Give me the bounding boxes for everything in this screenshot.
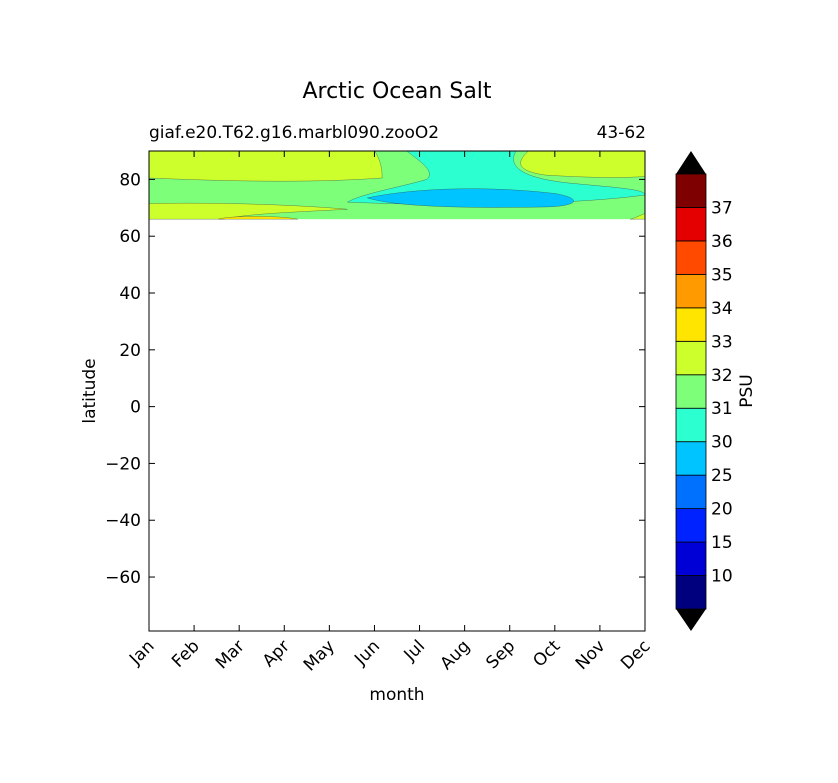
- colorbar-tick-label: 35: [711, 265, 733, 285]
- y-tick-label: 0: [130, 398, 141, 418]
- colorbar-tick-label: 31: [711, 399, 733, 419]
- colorbar-segment: [675, 273, 707, 309]
- colorbar-segment: [675, 407, 707, 443]
- y-tick-label: 80: [119, 170, 141, 190]
- x-tick-label: Sep: [482, 636, 519, 673]
- colorbar-segment: [675, 340, 707, 376]
- colorbar-segment: [675, 307, 707, 342]
- colorbar-tick-label: 32: [711, 366, 733, 386]
- colorbar-tick-label: 34: [711, 299, 733, 319]
- y-tick-label: −60: [105, 568, 141, 588]
- contour-band: [520, 150, 646, 178]
- y-tick-label: 60: [119, 227, 141, 247]
- colorbar-tick-label: 36: [711, 232, 733, 252]
- x-tick-label: Jan: [125, 636, 158, 669]
- x-tick-label: Nov: [572, 636, 610, 674]
- y-axis: 80 60 40 20 0 −20 −40 −60: [105, 170, 645, 588]
- colorbar-segment: [675, 374, 707, 409]
- y-tick-label: −20: [105, 454, 141, 474]
- x-tick-label: Apr: [259, 636, 294, 671]
- contour-band: [148, 150, 383, 182]
- chart-subtitle-left: giaf.e20.T62.g16.marbl090.zooO2: [149, 123, 439, 143]
- x-tick-label: Feb: [168, 636, 203, 671]
- colorbar-tick-label: 25: [711, 466, 733, 486]
- colorbar: 10 15 20 25 30 31 32 33 34 35 36 37: [675, 151, 733, 631]
- colorbar-segment: [675, 173, 707, 208]
- colorbar-segment: [675, 240, 707, 275]
- x-tick-label: Jul: [400, 636, 429, 665]
- x-tick-label: Jun: [350, 636, 384, 670]
- colorbar-tick-label: 37: [711, 198, 733, 218]
- y-tick-label: 20: [119, 341, 141, 361]
- y-tick-label: 40: [119, 284, 141, 304]
- contour-fill-group: [148, 150, 646, 220]
- colorbar-extend-min: [676, 609, 706, 631]
- contour-band: [630, 213, 646, 220]
- colorbar-tick-label: 10: [711, 567, 733, 587]
- x-tick-label: May: [300, 636, 339, 675]
- colorbar-segment: [675, 575, 707, 610]
- x-axis: Jan Feb Mar Apr May Jun Jul Aug Sep Oct Nov Dec: [125, 151, 655, 675]
- x-tick-label: Mar: [212, 636, 249, 673]
- colorbar-segment: [675, 541, 707, 576]
- colorbar-segment: [675, 207, 707, 242]
- colorbar-segment: [675, 508, 707, 543]
- x-tick-label: Dec: [617, 636, 654, 673]
- colorbar-segment: [675, 441, 707, 476]
- colorbar-extend-max: [676, 151, 706, 174]
- colorbar-tick-label: 15: [711, 533, 733, 553]
- colorbar-tick-label: 20: [711, 500, 733, 520]
- chart-subtitle-right: 43-62: [597, 123, 646, 143]
- x-axis-label: month: [369, 685, 424, 705]
- contour-band: [218, 216, 298, 220]
- colorbar-segment: [675, 474, 707, 510]
- colorbar-tick-label: 30: [711, 433, 733, 453]
- colorbar-label: PSU: [737, 374, 757, 408]
- plot-frame: [148, 150, 646, 632]
- colorbar-tick-label: 33: [711, 332, 733, 352]
- y-tick-label: −40: [105, 511, 141, 531]
- x-tick-label: Oct: [529, 636, 564, 671]
- contour-band: [148, 202, 348, 220]
- chart-title: Arctic Ocean Salt: [302, 79, 491, 104]
- x-tick-label: Aug: [437, 636, 475, 674]
- y-axis-label: latitude: [80, 358, 100, 423]
- contour-band: [366, 188, 574, 208]
